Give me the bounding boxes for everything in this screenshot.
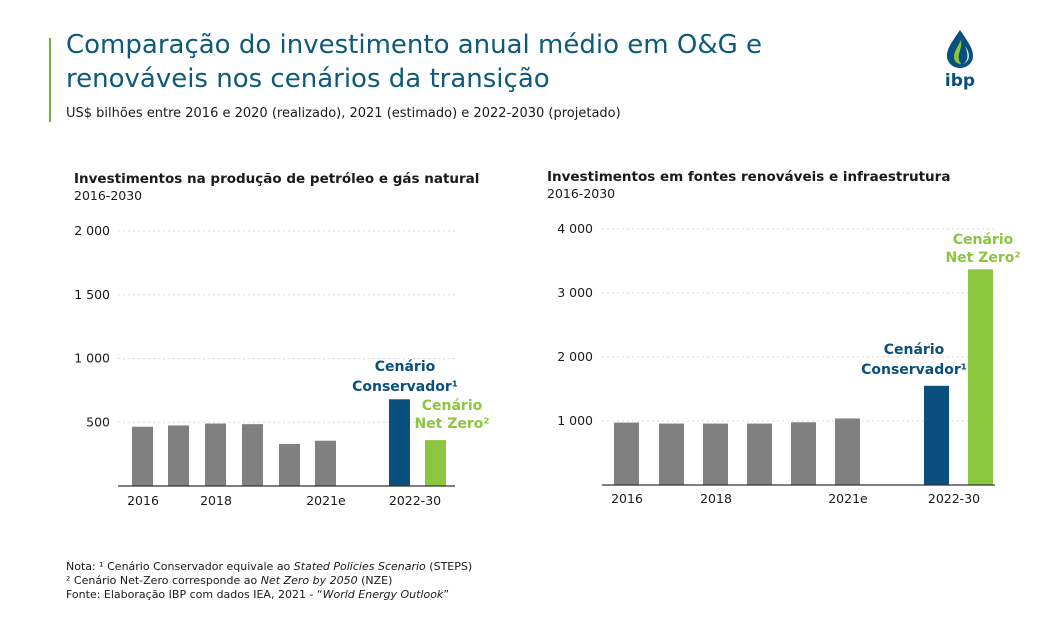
- chart1-bar-2021e: [315, 440, 336, 486]
- chart1-bar-2017: [168, 425, 189, 486]
- chart2-bar-2017: [659, 423, 684, 485]
- chart2-bar-2020: [791, 422, 816, 485]
- chart2-bar-2018: [703, 423, 728, 485]
- chart1-annotation-netzero: Net Zero²: [414, 416, 489, 432]
- page-subtitle: US$ bilhões entre 2016 e 2020 (realizado…: [66, 106, 621, 121]
- chart1-annotation-conservador: Cenário: [375, 359, 436, 375]
- chart2-x-tick-label: 2018: [700, 491, 732, 506]
- chart2-annotation-netzero: Net Zero²: [945, 250, 1020, 266]
- chart2-bar-2019: [747, 423, 772, 485]
- footnotes: Nota: ¹ Cenário Conservador equivale ao …: [66, 560, 472, 602]
- chart1-x-tick-label: 2022-30: [389, 493, 441, 508]
- footnote-2: ² Cenário Net-Zero corresponde ao Net Ze…: [66, 574, 393, 587]
- chart2-subtitle: 2016-2030: [547, 186, 616, 201]
- chart2-y-tick-label: 1 000: [557, 413, 593, 428]
- page-title: Comparação do investimento anual médio e…: [66, 28, 826, 96]
- chart1-bar-2016: [132, 426, 153, 486]
- chart1-y-tick-label: 2 000: [74, 223, 110, 238]
- chart2-annotation-netzero: Cenário: [953, 232, 1014, 248]
- chart2-annotation-conservador: Cenário: [884, 342, 945, 358]
- chart1-y-tick-label: 500: [86, 414, 110, 429]
- ibp-logo-icon: ibp: [945, 30, 975, 91]
- chart1-bar-2022-30-conservador: [389, 399, 410, 486]
- source-note: Fonte: Elaboração IBP com dados IEA, 202…: [66, 588, 450, 601]
- chart2-y-tick-label: 4 000: [557, 221, 593, 236]
- chart1-x-tick-label: 2016: [127, 493, 159, 508]
- title-accent-bar: [49, 38, 51, 122]
- chart2-annotation-conservador: Conservador¹: [861, 362, 967, 378]
- chart1-bar-2018: [205, 423, 226, 486]
- chart1-bar-2020: [279, 443, 300, 486]
- chart1-annotation-netzero: Cenário: [422, 398, 483, 414]
- chart2-bar-2021e: [835, 418, 860, 485]
- chart1-y-tick-label: 1 000: [74, 351, 110, 366]
- footnote-1: Nota: ¹ Cenário Conservador equivale ao …: [66, 560, 473, 573]
- chart2-y-tick-label: 2 000: [557, 349, 593, 364]
- chart1-y-tick-label: 1 500: [74, 287, 110, 302]
- chart2-x-tick-label: 2022-30: [928, 491, 980, 506]
- ibp-logo: ibp: [938, 28, 982, 92]
- title-line-1: Comparação do investimento anual médio e…: [66, 30, 763, 60]
- chart2-x-tick-label: 2021e: [828, 491, 868, 506]
- chart2-bar-2016: [614, 422, 639, 485]
- chart1-x-tick-label: 2018: [200, 493, 232, 508]
- chart1-title: Investimentos na produção de petróleo e …: [74, 171, 480, 187]
- title-line-2: renováveis nos cenários da transição: [66, 64, 550, 94]
- chart2-bar-2022-30-conservador: [924, 385, 949, 485]
- chart1-x-tick-label: 2021e: [306, 493, 346, 508]
- chart1-bar-2019: [242, 424, 263, 486]
- logo-text: ibp: [945, 71, 975, 91]
- chart1-annotation-conservador: Conservador¹: [352, 379, 458, 395]
- chart1-bar-2022-30-net-zero: [425, 440, 446, 486]
- chart2-bar-2022-30-net-zero: [968, 269, 993, 485]
- chart2-x-tick-label: 2016: [611, 491, 643, 506]
- chart1-subtitle: 2016-2030: [74, 188, 143, 203]
- chart2-y-tick-label: 3 000: [557, 285, 593, 300]
- chart2-title: Investimentos em fontes renováveis e inf…: [547, 169, 951, 185]
